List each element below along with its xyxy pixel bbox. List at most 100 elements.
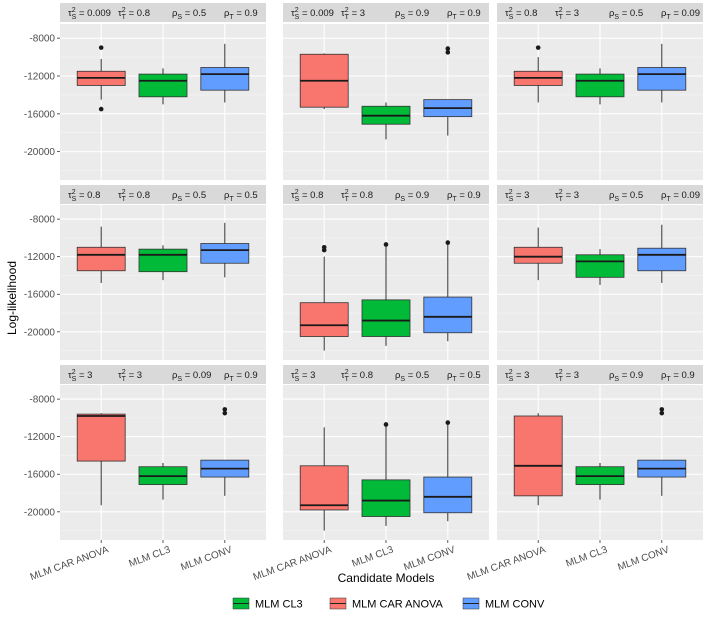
box-body bbox=[513, 246, 563, 264]
box-mlm-car-anova bbox=[299, 53, 349, 110]
outlier-point bbox=[659, 410, 665, 416]
x-tick-label: MLM CAR ANOVA bbox=[252, 544, 334, 583]
y-tick-label: -12000 bbox=[24, 432, 56, 443]
panel-5: τ2 S = 0.8 τ2 T = 0.8 ρS = 0.9 ρT = 0.9 bbox=[283, 185, 489, 360]
y-tick-label: -20000 bbox=[24, 327, 56, 338]
y-tick-label: -16000 bbox=[24, 470, 56, 481]
box-mlm-car-anova bbox=[76, 413, 126, 506]
box-body bbox=[299, 465, 349, 511]
box-mlm-cl3 bbox=[361, 422, 411, 526]
panel-strip bbox=[60, 365, 266, 384]
box-mlm-cl3 bbox=[138, 68, 188, 105]
panel-strip-label: ρT = 0.9 bbox=[224, 370, 258, 383]
box-mlm-conv bbox=[637, 224, 687, 283]
y-tick-label: -8000 bbox=[29, 34, 55, 45]
box-mlm-cl3 bbox=[575, 68, 625, 105]
box-body bbox=[423, 476, 473, 514]
panel-strip bbox=[283, 185, 489, 204]
box-body bbox=[138, 73, 188, 98]
panel-strip-label: ρT = 0.9 bbox=[661, 370, 695, 383]
box-body bbox=[138, 248, 188, 273]
panel-strip-label: τ2 S = 3 bbox=[68, 369, 92, 383]
outlier-point bbox=[98, 45, 104, 50]
panel-strip-label: ρS = 0.5 bbox=[609, 8, 643, 21]
panel-strip-label: τ2 S = 0.009 bbox=[68, 7, 111, 21]
outlier-point bbox=[321, 247, 327, 253]
box-mlm-car-anova bbox=[299, 427, 349, 531]
panel-strip-label: τ2 S = 0.8 bbox=[68, 189, 100, 203]
outlier-point bbox=[445, 46, 451, 51]
box-mlm-cl3 bbox=[138, 462, 188, 500]
panel-strip-label: ρS = 0.9 bbox=[395, 8, 429, 21]
outlier-point bbox=[445, 50, 451, 55]
panel-strip-label: ρT = 0.9 bbox=[447, 8, 481, 21]
panel-strip-label: ρT = 0.9 bbox=[224, 8, 258, 21]
panel-strip-label: ρS = 0.5 bbox=[172, 8, 206, 21]
panel-strip-label: τ2 T = 3 bbox=[341, 7, 365, 21]
box-mlm-conv bbox=[200, 222, 250, 278]
y-tick-label: -8000 bbox=[29, 215, 55, 226]
panel-strip-label: ρS = 0.9 bbox=[395, 190, 429, 203]
outlier-point bbox=[659, 407, 665, 412]
panel-strip-label: ρS = 0.9 bbox=[609, 370, 643, 383]
outlier-point bbox=[98, 106, 104, 112]
panel-strip-label: τ2 T = 3 bbox=[118, 369, 142, 383]
panel-strip-label: ρS = 0.5 bbox=[172, 190, 206, 203]
y-tick-label: -12000 bbox=[24, 72, 56, 83]
box-mlm-cl3 bbox=[575, 249, 625, 285]
box-mlm-car-anova bbox=[76, 45, 126, 112]
box-mlm-car-anova bbox=[299, 244, 349, 351]
y-tick-label: -20000 bbox=[24, 507, 56, 518]
panel-strip-label: τ2 T = 0.8 bbox=[118, 189, 150, 203]
panel-strip-label: τ2 T = 3 bbox=[555, 189, 579, 203]
box-mlm-conv bbox=[200, 43, 250, 103]
panel-3: τ2 S = 0.8 τ2 T = 3 ρS = 0.5 ρT = 0.09 bbox=[497, 3, 703, 180]
box-body bbox=[513, 415, 563, 497]
box-body bbox=[76, 413, 126, 462]
y-axis-title: Log-likelihood bbox=[5, 261, 19, 335]
panel-strip bbox=[283, 3, 489, 22]
box-mlm-cl3 bbox=[361, 102, 411, 140]
panel-strip bbox=[497, 3, 703, 22]
y-axis-layer: -8000 -12000 -16000 -20000 -8000 -12000 -16000… bbox=[24, 34, 60, 518]
panel-strip-label: τ2 S = 0.8 bbox=[505, 7, 537, 21]
box-body bbox=[575, 73, 625, 98]
panel-strip-label: τ2 T = 0.8 bbox=[341, 369, 373, 383]
x-tick-label: MLM CL3 bbox=[351, 544, 396, 569]
box-body bbox=[575, 254, 625, 278]
box-mlm-conv bbox=[423, 240, 473, 342]
legend-label-car-anova: MLM CAR ANOVA bbox=[352, 599, 444, 611]
box-mlm-cl3 bbox=[138, 245, 188, 281]
x-tick-label: MLM CL3 bbox=[128, 544, 173, 569]
panel-4: τ2 S = 0.8 τ2 T = 0.8 ρS = 0.5 ρT = 0.5 bbox=[60, 185, 266, 360]
panel-strip-label: τ2 S = 3 bbox=[291, 369, 315, 383]
x-tick-label: MLM CL3 bbox=[565, 544, 610, 569]
panel-6: τ2 S = 3 τ2 T = 3 ρS = 0.5 ρT = 0.09 bbox=[497, 185, 703, 360]
panel-strip bbox=[497, 185, 703, 204]
x-tick-label: MLM CONV bbox=[402, 544, 457, 573]
box-body bbox=[299, 302, 349, 337]
panels-layer: τ2 S = 0.009 τ2 T = 0.8 ρS = 0.5 ρT = 0.9 τ2 S … bbox=[60, 3, 703, 540]
panel-strip bbox=[497, 365, 703, 384]
box-mlm-car-anova bbox=[513, 227, 563, 281]
box-body bbox=[637, 247, 687, 272]
panel-strip-label: τ2 S = 3 bbox=[505, 189, 529, 203]
panel-strip-label: τ2 T = 0.8 bbox=[118, 7, 150, 21]
panel-strip-label: τ2 S = 3 bbox=[505, 369, 529, 383]
box-body bbox=[637, 67, 687, 91]
x-tick-label: MLM CONV bbox=[179, 544, 234, 573]
panel-strip-label: ρT = 0.5 bbox=[224, 190, 258, 203]
panel-2: τ2 S = 0.009 τ2 T = 3 ρS = 0.9 ρT = 0.9 bbox=[283, 3, 489, 180]
x-tick-label: MLM CAR ANOVA bbox=[466, 544, 548, 583]
box-body bbox=[200, 243, 250, 264]
box-body bbox=[361, 299, 411, 337]
y-tick-label: -16000 bbox=[24, 109, 56, 120]
x-tick-label: MLM CAR ANOVA bbox=[29, 544, 111, 583]
panel-strip bbox=[60, 185, 266, 204]
x-tick-label: MLM CONV bbox=[616, 544, 671, 573]
box-mlm-conv bbox=[423, 46, 473, 136]
box-mlm-conv bbox=[637, 43, 687, 103]
panel-strip-label: ρS = 0.5 bbox=[395, 370, 429, 383]
panel-strip-label: ρS = 0.09 bbox=[172, 370, 211, 383]
